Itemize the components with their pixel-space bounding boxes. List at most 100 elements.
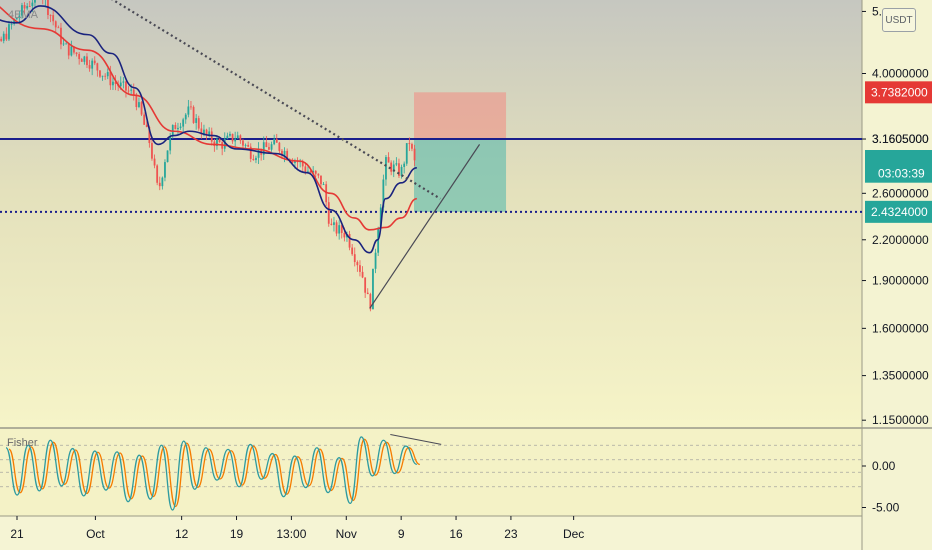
fisher-line — [5, 436, 418, 511]
candle — [286, 150, 289, 160]
candle — [377, 228, 380, 253]
candle — [195, 118, 198, 123]
candle — [18, 15, 21, 19]
candle — [156, 165, 159, 183]
candle — [54, 21, 57, 28]
candle — [234, 138, 237, 142]
candle — [143, 114, 146, 125]
candle — [5, 33, 8, 40]
candle — [125, 81, 127, 91]
candle — [325, 184, 328, 203]
candle — [73, 46, 75, 53]
candle — [327, 202, 330, 224]
candle — [164, 162, 166, 178]
candle — [197, 118, 200, 129]
price-axis-ticks: 5. 4.0000000 3.1605000 2.6000000 2.2000000 1.… — [862, 4, 929, 427]
time-scale-background[interactable] — [0, 516, 862, 550]
price-tick-label: 1.1500000 — [872, 413, 929, 427]
candle — [10, 24, 13, 25]
candle — [268, 147, 270, 150]
candle — [270, 144, 273, 150]
candle — [372, 268, 374, 310]
time-tick-label: 19 — [230, 527, 244, 541]
candle — [413, 148, 416, 161]
candle — [127, 90, 130, 92]
ema-fast-line — [0, 5, 418, 254]
currency-button[interactable]: USDT — [882, 8, 916, 32]
candle — [13, 19, 16, 25]
trend-lines[interactable] — [64, 0, 481, 309]
time-tick-label: 23 — [504, 527, 518, 541]
candle — [21, 5, 23, 16]
time-tick-label: 13:00 — [276, 527, 306, 541]
candle — [322, 184, 325, 186]
candle — [109, 72, 112, 86]
candle — [229, 133, 231, 136]
candle — [177, 127, 179, 130]
candle — [148, 127, 151, 144]
candle — [364, 277, 367, 293]
price-tick-label: 3.1605000 — [872, 132, 929, 146]
candle — [151, 143, 153, 159]
candle — [278, 142, 281, 151]
candle — [411, 144, 413, 149]
candle — [231, 133, 234, 142]
candle — [91, 60, 94, 69]
candle — [236, 135, 239, 139]
candle — [99, 70, 101, 77]
candle — [275, 138, 278, 143]
candle — [0, 38, 3, 41]
candle — [257, 148, 260, 158]
candle — [216, 138, 218, 147]
candle — [184, 114, 187, 120]
candle — [28, 6, 31, 7]
price-tick-label: 5. — [872, 4, 882, 18]
candle — [96, 63, 99, 71]
candle — [174, 125, 177, 130]
price-tag — [865, 81, 932, 104]
time-tick-label: Oct — [86, 527, 105, 541]
candle — [301, 161, 304, 167]
price-tick-label: 1.6000000 — [872, 321, 929, 335]
candle — [265, 142, 268, 148]
moving-averages — [0, 5, 418, 254]
candle — [145, 124, 148, 128]
candle — [338, 225, 341, 234]
fisher-pane-label: Fisher — [7, 437, 38, 449]
candle — [210, 131, 213, 142]
candle — [390, 162, 393, 172]
candle — [70, 46, 73, 56]
candle — [88, 65, 91, 69]
candle — [385, 157, 387, 180]
fisher-tick-label: -5.00 — [872, 501, 900, 515]
candle — [119, 82, 122, 87]
time-tick-label: Nov — [336, 527, 357, 541]
price-tag-label: 3.7382000 — [871, 85, 928, 99]
candle — [408, 143, 411, 145]
candle — [340, 225, 343, 233]
candle — [182, 119, 185, 127]
candle — [23, 5, 26, 9]
candle — [320, 175, 322, 185]
fisher-trigger-line — [8, 438, 421, 508]
price-tick-label: 2.6000000 — [872, 186, 929, 200]
candle — [190, 106, 192, 108]
candle — [247, 144, 250, 147]
candle — [15, 18, 18, 20]
candle — [135, 95, 138, 108]
candle — [366, 292, 369, 295]
horizontal-levels — [0, 138, 862, 213]
fisher-divergence-line — [390, 433, 442, 445]
candle — [78, 54, 81, 60]
candle — [132, 89, 135, 96]
candle — [405, 143, 408, 164]
position-zones[interactable] — [414, 92, 507, 212]
candle — [398, 163, 400, 176]
candle — [262, 142, 265, 155]
candle — [161, 177, 164, 187]
candle — [403, 163, 406, 167]
fisher-axis-ticks: 0.00 -5.00 — [862, 459, 900, 515]
countdown-label: 03:03:39 — [878, 167, 925, 181]
candle — [343, 232, 346, 238]
